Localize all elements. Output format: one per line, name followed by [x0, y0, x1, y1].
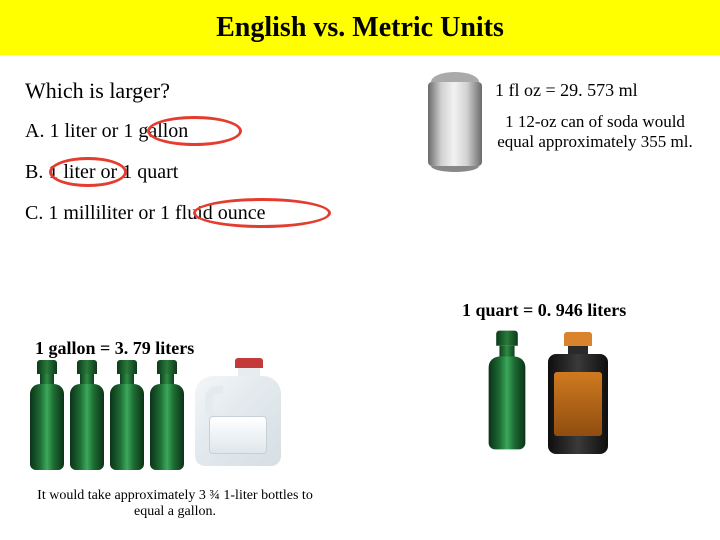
soda-can-image: [428, 72, 482, 172]
conversion-quart-liters: 1 quart = 0. 946 liters: [462, 300, 626, 321]
conversion-floz-ml: 1 fl oz = 29. 573 ml: [495, 80, 638, 101]
option-a-text: 1 liter or 1 gallon: [49, 120, 188, 142]
option-c-text: 1 milliliter or 1 fluid ounce: [48, 202, 265, 224]
gallon-jug-image: [195, 358, 281, 470]
green-bottle-1: [30, 360, 64, 470]
option-b: B. 1 liter or 1 quart: [25, 161, 178, 184]
option-b-prefix: B.: [25, 161, 48, 183]
option-a: A. 1 liter or 1 gallon: [25, 120, 188, 143]
conversion-gallon-liters: 1 gallon = 3. 79 liters: [35, 338, 194, 359]
gallon-footnote: It would take approximately 3 ¾ 1-liter …: [35, 488, 315, 520]
option-c-prefix: C.: [25, 202, 48, 224]
green-bottle-2: [70, 360, 104, 470]
motor-oil-quart-image: [548, 332, 608, 454]
option-a-prefix: A.: [25, 120, 49, 142]
option-c: C. 1 milliliter or 1 fluid ounce: [25, 202, 266, 225]
title-bar: English vs. Metric Units: [0, 0, 720, 55]
question-text: Which is larger?: [25, 78, 170, 104]
green-bottle-4: [150, 360, 184, 470]
green-bottle-3: [110, 360, 144, 470]
can-note: 1 12-oz can of soda would equal approxim…: [495, 112, 695, 152]
green-bottle-right: [489, 331, 526, 450]
page-title: English vs. Metric Units: [216, 12, 504, 44]
options-block: A. 1 liter or 1 gallon B. 1 liter or 1 q…: [25, 120, 266, 243]
option-b-text: 1 liter or 1 quart: [48, 161, 178, 183]
